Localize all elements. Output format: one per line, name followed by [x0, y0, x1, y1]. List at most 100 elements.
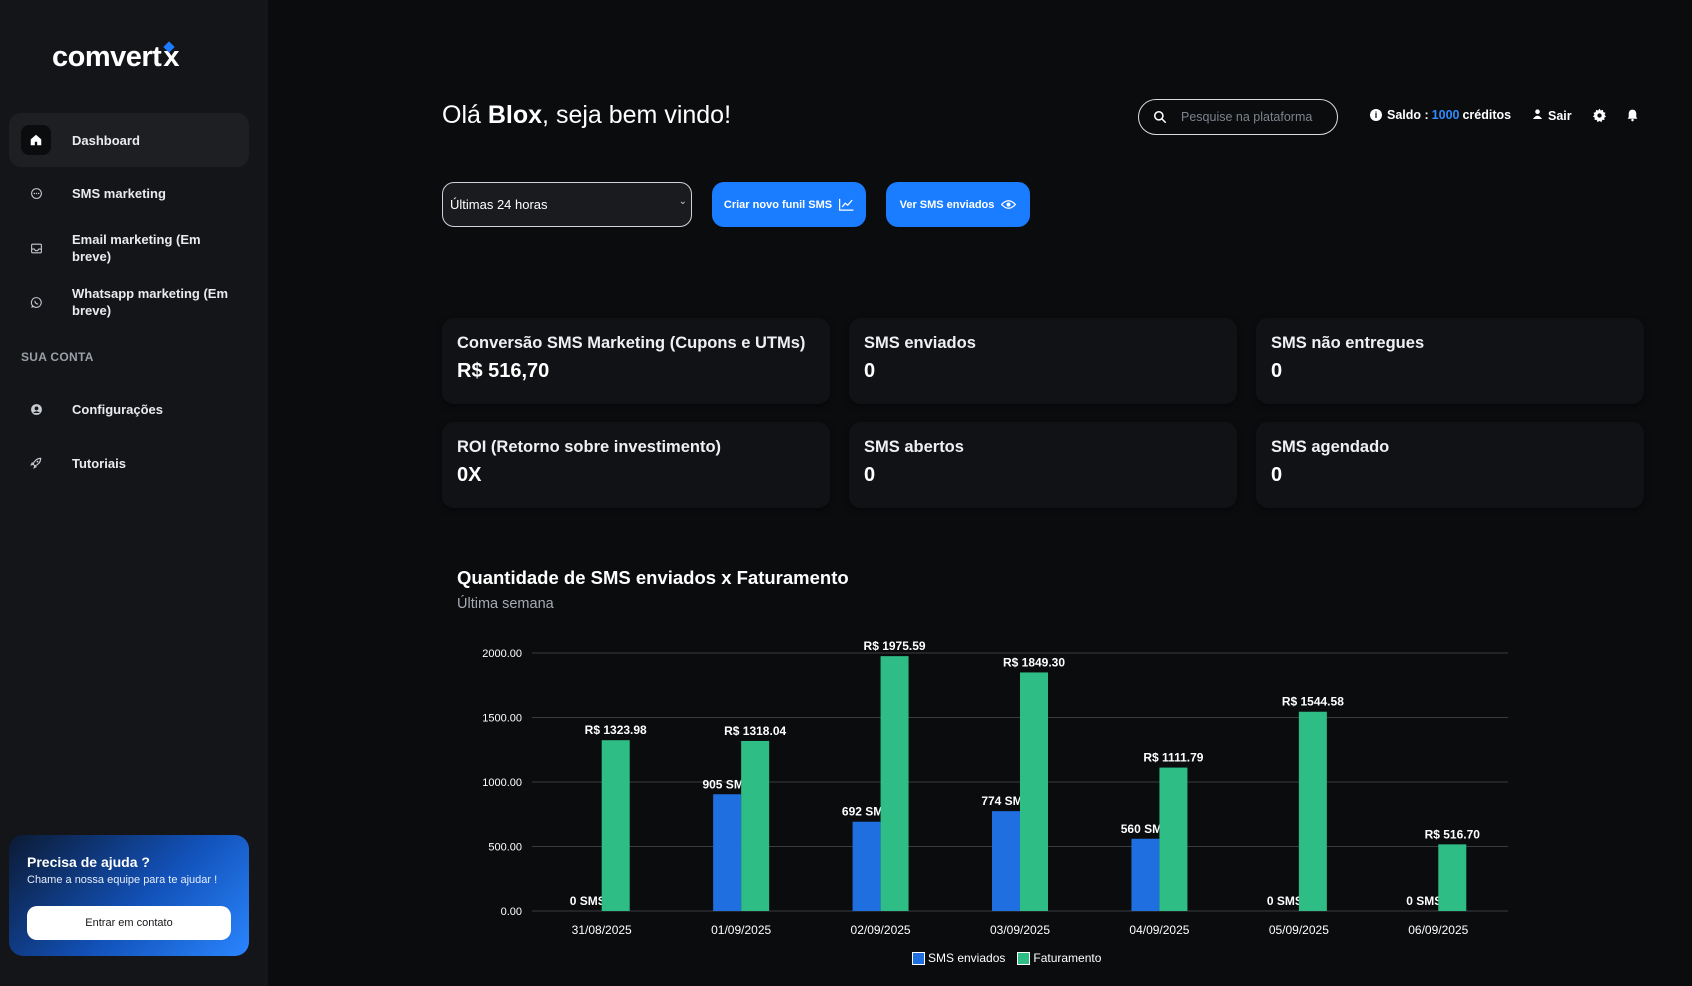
data-label-faturamento: R$ 1323.98 — [585, 723, 647, 737]
chart-line-icon — [839, 198, 854, 211]
stat-value: R$ 516,70 — [457, 360, 550, 382]
x-tick-label: 04/09/2025 — [1129, 923, 1189, 937]
search-icon — [1153, 110, 1167, 124]
data-label-sms: 692 SMS — [842, 805, 891, 819]
rocket-icon — [21, 448, 51, 478]
data-label-faturamento: R$ 1318.04 — [724, 724, 786, 738]
logo-text: comvert — [52, 40, 162, 73]
legend-label-faturamento: Faturamento — [1033, 951, 1102, 965]
user-circle-icon — [21, 394, 51, 424]
bar-faturamento — [601, 740, 630, 911]
stat-value: 0 — [1271, 360, 1283, 382]
period-select[interactable]: Últimas 24 horas ⌄ — [442, 182, 692, 227]
bar-sms — [713, 794, 742, 911]
view-sent-sms-button[interactable]: Ver SMS enviados — [886, 182, 1030, 227]
stat-value: 0 — [864, 360, 876, 382]
x-tick-label: 02/09/2025 — [851, 923, 911, 937]
data-label-sms: 0 SMS — [570, 894, 606, 908]
stat-title: SMS enviados — [864, 334, 976, 352]
data-label-faturamento: R$ 1544.58 — [1282, 695, 1344, 709]
sidebar: comvert x Dashboard SMS marketing Email m… — [0, 0, 268, 986]
logout-button[interactable]: Sair — [1532, 108, 1572, 123]
sidebar-item-label: Configurações — [72, 401, 164, 417]
stat-card-roi: ROI (Retorno sobre investimento) 0X — [442, 422, 830, 508]
chart-legend: SMS enviados Faturamento — [912, 951, 1113, 965]
legend-item-faturamento[interactable]: Faturamento — [1017, 951, 1101, 965]
bar-faturamento — [1159, 767, 1188, 911]
sidebar-item-tutoriais[interactable]: Tutoriais — [9, 436, 249, 490]
data-label-sms: 560 SMS — [1121, 822, 1170, 836]
bar-sms — [992, 811, 1020, 911]
stat-title: Conversão SMS Marketing (Cupons e UTMs) — [457, 334, 806, 352]
x-tick-label: 01/09/2025 — [711, 923, 771, 937]
bar-faturamento — [1298, 711, 1327, 911]
contact-button[interactable]: Entrar em contato — [27, 906, 231, 940]
sidebar-item-whatsapp-marketing[interactable]: Whatsapp marketing (Em breve) — [9, 275, 249, 329]
x-tick-label: 05/09/2025 — [1269, 923, 1329, 937]
greeting-prefix: Olá — [442, 101, 488, 129]
chart-subtitle: Última semana — [457, 596, 554, 612]
sidebar-item-label: SMS marketing — [72, 185, 166, 201]
legend-label-sms: SMS enviados — [928, 951, 1006, 965]
data-label-faturamento: R$ 516.70 — [1425, 827, 1481, 841]
bar-faturamento — [741, 740, 770, 911]
stat-title: ROI (Retorno sobre investimento) — [457, 438, 722, 456]
section-title-sua-conta: SUA CONTA — [21, 350, 94, 364]
create-funnel-label: Criar novo funil SMS — [723, 198, 833, 211]
help-title: Precisa de ajuda ? — [27, 854, 150, 870]
sidebar-item-email-marketing[interactable]: Email marketing (Em breve) — [9, 221, 249, 275]
info-icon: i — [1370, 109, 1382, 121]
bar-sms — [1131, 838, 1160, 911]
legend-swatch-faturamento — [1017, 951, 1031, 965]
gear-icon[interactable] — [1592, 108, 1607, 127]
x-tick-label: 06/09/2025 — [1408, 923, 1468, 937]
stat-title: SMS abertos — [864, 438, 964, 456]
bar-chart: 0.00 500.00 1000.00 1500.00 2000.00 0 SMS R$ 1… — [482, 639, 1508, 937]
stat-title: SMS não entregues — [1271, 334, 1425, 352]
view-sent-label: Ver SMS enviados — [899, 198, 995, 211]
y-tick-label: 1500.00 — [482, 713, 522, 725]
stat-card-sms-agendado: SMS agendado 0 — [1256, 422, 1644, 508]
stat-value: 0X — [457, 464, 482, 486]
brand-logo[interactable]: comvert x — [52, 40, 179, 74]
whatsapp-icon — [21, 287, 51, 317]
logo-x: x — [163, 40, 179, 73]
x-tick-label: 31/08/2025 — [572, 923, 632, 937]
y-tick-label: 1000.00 — [482, 777, 522, 789]
data-label-sms: 0 SMS — [1267, 894, 1303, 908]
page-title: Olá Blox, seja bem vindo! — [442, 101, 731, 130]
bar-faturamento — [880, 656, 909, 911]
y-tick-label: 500.00 — [488, 842, 522, 854]
stat-card-sms-nao-entregues: SMS não entregues 0 — [1256, 318, 1644, 404]
search-input[interactable] — [1181, 110, 1331, 124]
chevron-down-icon: ⌄ — [678, 196, 687, 207]
search-box[interactable] — [1138, 99, 1338, 135]
create-funnel-button[interactable]: Criar novo funil SMS — [712, 182, 866, 227]
balance-label: Saldo : — [1387, 108, 1429, 122]
y-tick-label: 2000.00 — [482, 648, 522, 660]
help-card: Precisa de ajuda ? Chame a nossa equipe … — [9, 835, 249, 956]
data-label-faturamento: R$ 1849.30 — [1003, 655, 1065, 669]
sidebar-item-sms-marketing[interactable]: SMS marketing — [9, 166, 249, 220]
period-select-value: Últimas 24 horas — [450, 197, 548, 212]
sidebar-item-label: Whatsapp marketing (Em breve) — [72, 286, 229, 318]
bar-faturamento — [1438, 844, 1467, 911]
balance-value: 1000 — [1431, 108, 1460, 122]
home-icon — [21, 125, 51, 155]
inbox-icon — [21, 233, 51, 263]
user-icon — [1532, 108, 1543, 123]
eye-icon — [1001, 200, 1017, 209]
sidebar-item-configuracoes[interactable]: Configurações — [9, 382, 249, 436]
bell-icon[interactable] — [1626, 108, 1639, 125]
data-label-sms: 774 SMS — [981, 794, 1030, 808]
sidebar-item-dashboard[interactable]: Dashboard — [9, 113, 249, 167]
sidebar-item-label: Dashboard — [72, 132, 140, 148]
stat-title: SMS agendado — [1271, 438, 1390, 456]
stat-card-conversao: Conversão SMS Marketing (Cupons e UTMs) … — [442, 318, 830, 404]
sidebar-item-label: Email marketing (Em breve) — [72, 232, 201, 264]
legend-item-sms[interactable]: SMS enviados — [912, 951, 1005, 965]
legend-swatch-sms — [912, 951, 925, 965]
chat-bubble-icon — [21, 178, 51, 208]
stat-value: 0 — [864, 464, 876, 486]
x-tick-label: 03/09/2025 — [990, 923, 1050, 937]
